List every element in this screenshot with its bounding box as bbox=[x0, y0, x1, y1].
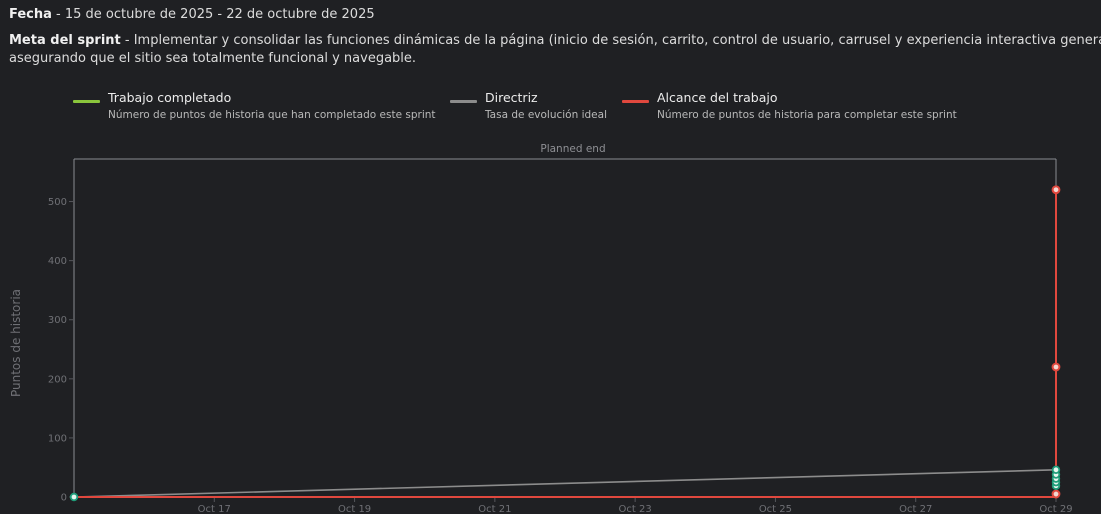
x-tick-label-3: Oct 23 bbox=[619, 504, 652, 514]
y-tick-label-400: 400 bbox=[48, 256, 67, 267]
legend-title-guideline: Directriz bbox=[485, 90, 538, 105]
sprint-goal-line-2: asegurando que el sitio sea totalmente f… bbox=[9, 49, 416, 68]
legend-swatch-guideline bbox=[450, 100, 477, 103]
chart-axes: Planned end 0 100 200 300 400 500 Oct 17 Oct 19 O… bbox=[9, 143, 1073, 514]
y-tick-label-200: 200 bbox=[48, 374, 67, 385]
y-tick-label-500: 500 bbox=[48, 197, 67, 208]
date-value: - 15 de octubre de 2025 - 22 de octubre … bbox=[51, 7, 375, 22]
goal-label: Meta del sprint bbox=[9, 33, 121, 48]
legend-swatch-completed bbox=[73, 100, 100, 103]
y-tick-label-0: 0 bbox=[61, 493, 67, 504]
sprint-goal-line: Meta del sprint - Implementar y consolid… bbox=[9, 31, 1101, 50]
x-tick-label-4: Oct 25 bbox=[759, 504, 792, 514]
legend-title-completed: Trabajo completado bbox=[108, 90, 232, 105]
x-tick-label-0: Oct 17 bbox=[198, 504, 231, 514]
chart-series bbox=[73, 189, 1057, 498]
completed-point-5[interactable] bbox=[1051, 465, 1061, 475]
planned-end-label: Planned end bbox=[540, 143, 605, 155]
completed-point-0[interactable] bbox=[69, 492, 79, 502]
legend-swatch-scope bbox=[622, 100, 649, 103]
x-tick-label-2: Oct 21 bbox=[478, 504, 511, 514]
scope-point-1[interactable] bbox=[1051, 362, 1061, 372]
x-tick-label-6: Oct 29 bbox=[1039, 504, 1072, 514]
x-tick-label-5: Oct 27 bbox=[899, 504, 932, 514]
legend-desc-completed: Número de puntos de historia que han com… bbox=[108, 109, 436, 121]
chart-markers[interactable] bbox=[69, 185, 1061, 502]
legend-desc-scope: Número de puntos de historia para comple… bbox=[657, 109, 957, 121]
legend-desc-guideline: Tasa de evolución ideal bbox=[485, 109, 607, 121]
series-line-scope bbox=[74, 189, 1057, 498]
goal-value: - Implementar y consolidar las funciones… bbox=[120, 33, 1101, 48]
scope-point-0[interactable] bbox=[1051, 489, 1061, 499]
legend-title-scope: Alcance del trabajo bbox=[657, 90, 778, 105]
date-label: Fecha bbox=[9, 7, 52, 22]
goal-value-2: asegurando que el sitio sea totalmente f… bbox=[9, 51, 417, 66]
series-line-guideline bbox=[73, 469, 1057, 498]
y-axis-title: Puntos de historia bbox=[9, 289, 23, 397]
y-tick-label-300: 300 bbox=[48, 315, 67, 326]
sprint-date-line: Fecha - 15 de octubre de 2025 - 22 de oc… bbox=[9, 5, 375, 24]
y-tick-label-100: 100 bbox=[48, 433, 67, 444]
scope-point-2[interactable] bbox=[1051, 185, 1061, 195]
x-tick-label-1: Oct 19 bbox=[338, 504, 371, 514]
